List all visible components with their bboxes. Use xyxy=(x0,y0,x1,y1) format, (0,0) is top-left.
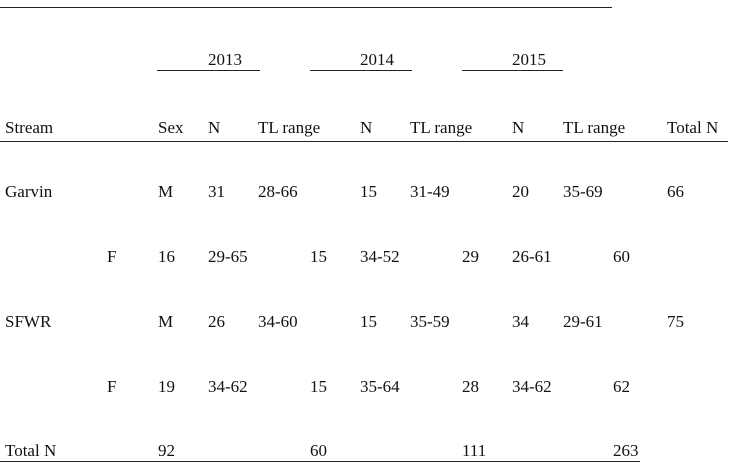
table-cell: 15 xyxy=(360,312,377,331)
table-cell: 92 xyxy=(158,441,175,460)
top-rule xyxy=(0,7,612,8)
table-cell: 75 xyxy=(667,312,684,331)
table-cell: 15 xyxy=(310,377,327,396)
table-cell: 16 xyxy=(158,247,175,266)
table-cell: F xyxy=(107,247,117,266)
table-cell: 60 xyxy=(310,441,327,460)
table-cell: M xyxy=(158,182,174,201)
table-cell: 29 xyxy=(462,247,479,266)
table-cell: 66 xyxy=(667,182,684,201)
table-cell: 111 xyxy=(462,441,487,460)
table-cell: 34 xyxy=(512,312,529,331)
table-cell: 28 xyxy=(462,377,479,396)
table-cell: 26 xyxy=(208,312,225,331)
column-header: Sex xyxy=(158,118,184,137)
table-cell: 263 xyxy=(613,441,639,460)
table-cell: SFWR xyxy=(5,312,52,331)
table-cell: 19 xyxy=(158,377,175,396)
column-header: Stream xyxy=(5,118,54,137)
table-cell: 29-65 xyxy=(208,247,248,266)
table-cell: 34-62 xyxy=(512,377,552,396)
year-heading: 2014 xyxy=(360,50,394,69)
year-rule xyxy=(157,70,260,71)
table-cell: 62 xyxy=(613,377,630,396)
column-header: TL range xyxy=(410,118,473,137)
table-cell: 34-60 xyxy=(258,312,298,331)
column-header: N xyxy=(208,118,221,137)
table-cell: 34-52 xyxy=(360,247,400,266)
column-header: TL range xyxy=(563,118,626,137)
table-cell: 31-49 xyxy=(410,182,450,201)
bottom-rule xyxy=(0,461,640,462)
table-cell: 20 xyxy=(512,182,529,201)
table-cell: Total N xyxy=(5,441,57,460)
table-cell: 15 xyxy=(310,247,327,266)
table-cell: Garvin xyxy=(5,182,53,201)
year-heading: 2015 xyxy=(512,50,546,69)
table-cell: 35-64 xyxy=(360,377,400,396)
table-cell: 26-61 xyxy=(512,247,552,266)
header-rule xyxy=(0,141,728,142)
column-header: N xyxy=(360,118,373,137)
table-cell: 35-59 xyxy=(410,312,450,331)
table-cell: 29-61 xyxy=(563,312,603,331)
table-cell: 31 xyxy=(208,182,225,201)
year-rule xyxy=(462,70,563,71)
table-cell: 28-66 xyxy=(258,182,298,201)
table-cell: 60 xyxy=(613,247,630,266)
table-cell: F xyxy=(107,377,117,396)
table-cell: M xyxy=(158,312,174,331)
column-header: Total N xyxy=(667,118,719,137)
year-heading: 2013 xyxy=(208,50,242,69)
year-rule xyxy=(310,70,412,71)
table-cell: 35-69 xyxy=(563,182,603,201)
table-cell: 34-62 xyxy=(208,377,248,396)
column-header: TL range xyxy=(258,118,321,137)
table-cell: 15 xyxy=(360,182,377,201)
column-header: N xyxy=(512,118,525,137)
